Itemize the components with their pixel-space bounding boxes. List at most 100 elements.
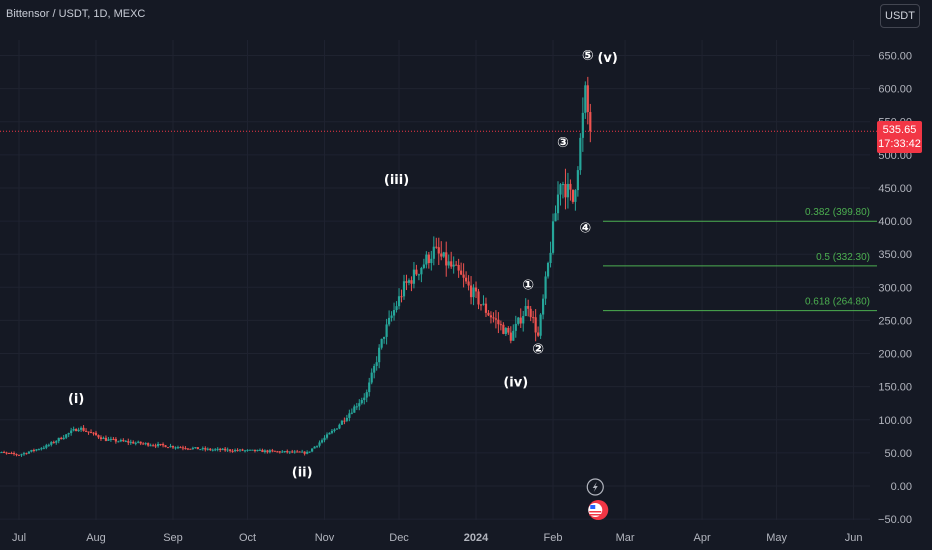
candle-body [94,432,98,436]
wave-label: ⑤ [582,48,594,64]
candle-body [166,447,170,449]
candle-body [17,454,21,456]
candle-body [196,447,199,450]
candle-body [144,443,147,445]
us-flag-icon-stripe [589,514,602,516]
candle-body [20,454,23,456]
wave-label: ② [532,342,544,358]
candle-body [358,403,361,407]
candle-body [353,406,356,413]
x-tick-label: Mar [616,532,635,544]
candle-body [65,434,68,438]
candle-body [67,433,70,435]
y-tick-label: 50.00 [884,448,912,460]
currency-button[interactable]: USDT [880,4,920,28]
y-tick-label: −50.00 [878,514,912,526]
candle-body [251,449,254,451]
candle-body [482,303,485,305]
wave-label: (iii) [384,173,409,188]
candle-body [373,365,376,373]
candle-body [474,287,478,292]
candle-body [502,324,505,334]
x-tick-label: Aug [86,532,106,544]
y-tick-label: 100.00 [878,415,912,427]
lightning-icon-bolt [592,482,598,492]
candle-body [281,451,284,453]
y-tick-label: 600.00 [878,84,912,96]
candle-body [268,450,271,453]
candle-body [504,328,507,334]
candle-body [571,189,575,202]
candle-body [132,441,135,444]
y-tick-label: 250.00 [878,315,912,327]
candle-body [114,438,117,442]
candle-body [87,431,90,433]
candle-body [75,428,78,432]
grid [0,40,870,520]
candle-body [25,453,28,455]
candle-body [194,447,197,449]
candle-body [206,448,209,450]
candle-body [89,432,93,434]
candle-body [246,449,249,451]
last-price-tag: 535.65 17:33:42 [877,121,922,153]
candle-body [179,447,182,449]
candle-body [313,446,316,449]
candle-body [221,448,224,451]
candle-body [134,442,137,444]
candle-body [522,316,525,324]
candle-body [0,452,3,454]
candle-body [79,427,83,430]
candle-body [469,285,473,298]
candle-body [564,184,567,198]
lightning-icon [586,478,604,496]
candle-body [122,440,125,442]
candle-body [171,445,175,448]
y-tick-label: 0.00 [891,481,912,493]
y-tick-label: 200.00 [878,349,912,361]
candle-body [400,296,403,298]
us-flag-icon-canton [590,505,596,509]
last-price-value: 535.65 [882,124,917,136]
candle-body [30,449,33,452]
candle-body [440,253,443,257]
candle-body [350,412,353,414]
candle-body [189,448,192,450]
candle-body [566,183,570,198]
x-tick-label: Sep [163,532,183,544]
fib-label: 0.5 (332.30) [816,252,870,263]
candle-body [445,252,448,266]
candle-body [569,183,572,190]
candle-body [333,429,336,431]
candle-body [581,112,584,138]
wave-label: (v) [597,51,617,66]
candle-body [42,447,45,449]
candle-body [410,280,413,284]
candle-body [72,428,75,431]
candle-body [462,274,465,278]
fib-label: 0.382 (399.80) [805,207,870,218]
y-tick-label: 300.00 [878,282,912,294]
candle-body [129,441,132,443]
candle-body [484,303,488,313]
candle-body [301,451,304,453]
candle-body [574,190,577,202]
candle-body [119,440,122,442]
candle-body [288,451,291,453]
candle-body [437,247,440,254]
candle-body [532,317,535,319]
candle-body [472,287,475,298]
candle-body [310,448,314,452]
x-tick-label: May [766,532,787,544]
candle-body [52,442,55,444]
wave-label: ① [522,277,534,293]
candle-body [554,213,557,222]
candle-body [117,441,120,443]
candle-body [50,442,53,445]
candle-body [330,430,334,433]
candle-body [407,280,411,283]
wave-label: (ii) [292,466,313,481]
candle-body [340,420,344,425]
y-tick-label: 450.00 [878,183,912,195]
